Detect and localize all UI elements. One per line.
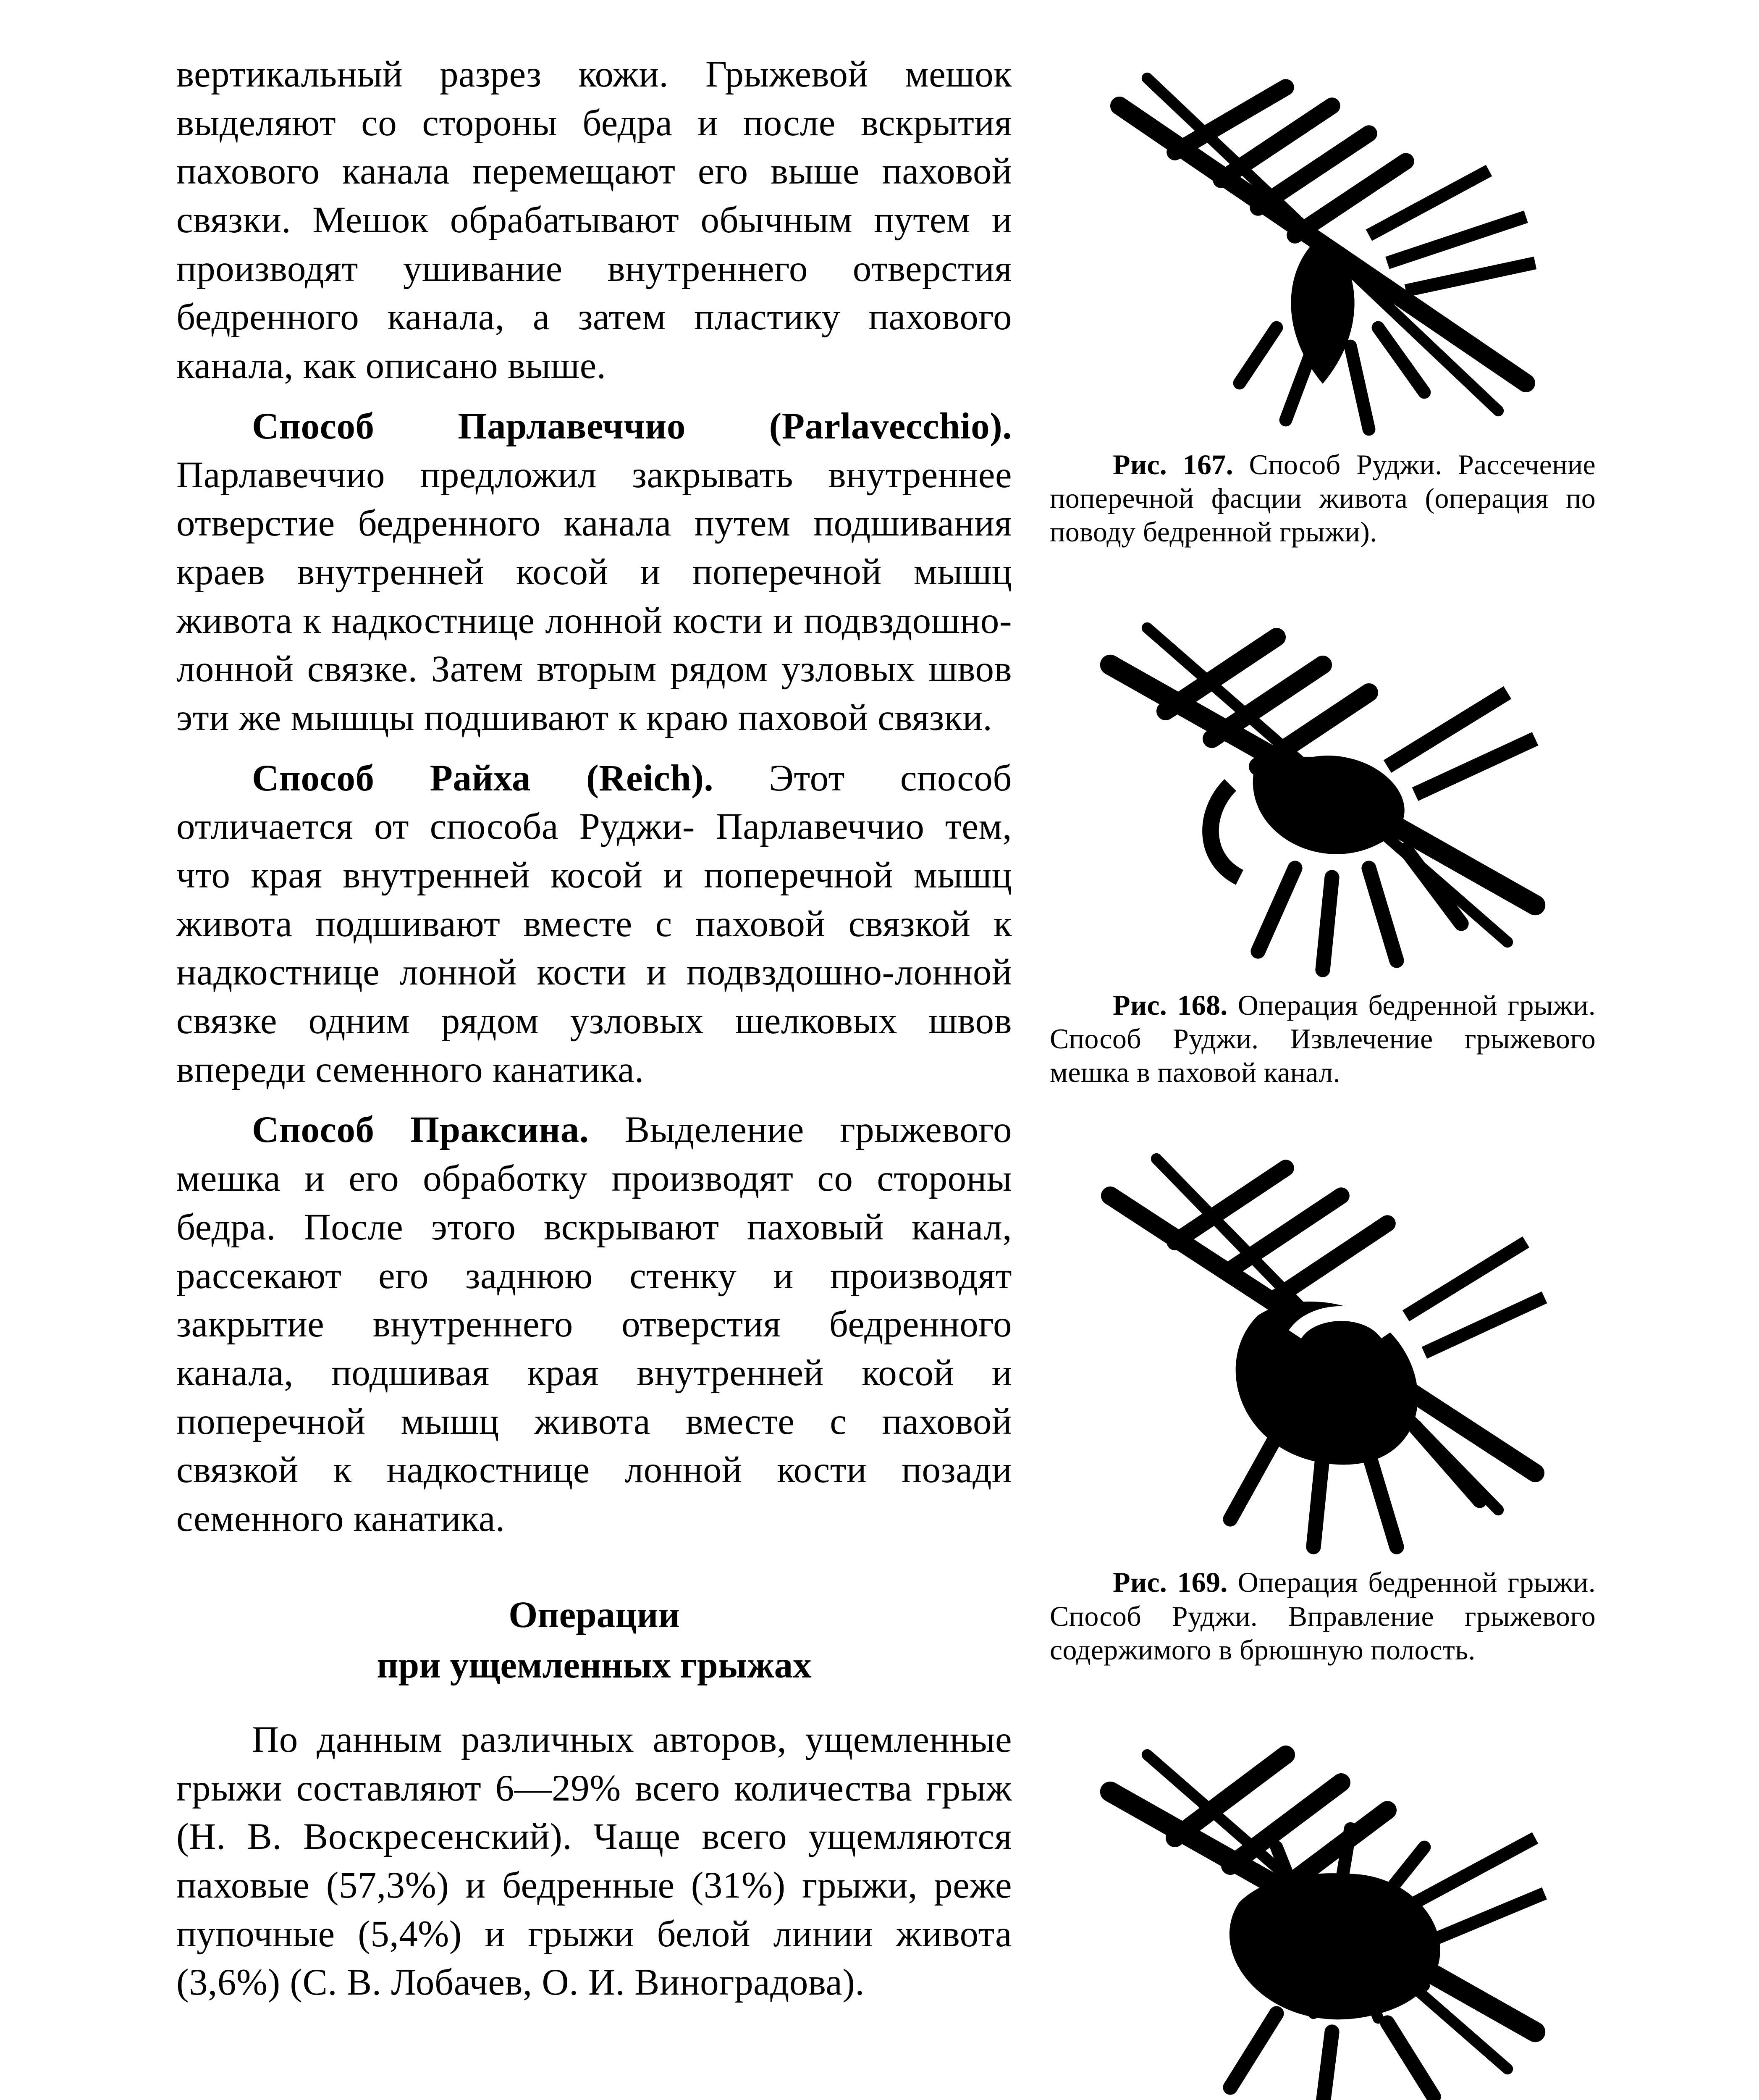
paragraph-continuation: вертикальный разрез кожи. Грыжевой мешок… — [176, 50, 1012, 391]
text-praksin: Выделение грыжевого мешка и его обработк… — [176, 1109, 1012, 1539]
section-title: Операции при ущемленных грыжах — [176, 1590, 1012, 1690]
section-title-line1: Операции — [176, 1590, 1012, 1640]
lead-reich: Способ Райха (Reich). — [252, 758, 713, 799]
figure-170-illustration — [1092, 1709, 1554, 2100]
figure-167-illustration — [1092, 50, 1554, 438]
paragraph-parlavecchio: Способ Парлавеччио (Parlavecchio). Парла… — [176, 402, 1012, 743]
caption-169: Рис. 169. Операция бедренной грыжи. Спос… — [1050, 1565, 1596, 1667]
caption-167-label: Рис. 167. — [1113, 449, 1233, 480]
text-reich: Этот способ отличается от способа Руджи-… — [176, 758, 1012, 1090]
figure-170: Рис. 170. Операция бедренной грыжи. Спос… — [1050, 1709, 1596, 2100]
paragraph-praksin: Способ Праксина. Выделение грыжевого меш… — [176, 1106, 1012, 1543]
columns: вертикальный разрез кожи. Грыжевой мешок… — [176, 50, 1599, 2100]
paragraph-reich: Способ Райха (Reich). Этот способ отлича… — [176, 754, 1012, 1095]
figure-168-illustration — [1092, 591, 1554, 979]
caption-167: Рис. 167. Способ Руджи. Рассе­чение попе… — [1050, 448, 1596, 549]
text-parlavecchio: Парлавеччио предложил закрывать внутренн… — [176, 454, 1012, 738]
figure-167: Рис. 167. Способ Руджи. Рассе­чение попе… — [1050, 50, 1596, 574]
paragraph-stats: По данным различных авторов, ущемленные … — [176, 1716, 1012, 2007]
page: вертикальный разрез кожи. Грыжевой мешок… — [0, 0, 1759, 2100]
caption-168: Рис. 168. Операция бедренной грыжи. Спос… — [1050, 988, 1596, 1089]
figure-168: Рис. 168. Операция бедренной грыжи. Спос… — [1050, 591, 1596, 1115]
caption-168-label: Рис. 168. — [1113, 989, 1228, 1021]
lead-praksin: Способ Праксина. — [252, 1109, 589, 1150]
figure-169-illustration — [1092, 1131, 1554, 1556]
lead-parlavecchio: Способ Парлавеччио (Parlavecchio). — [252, 406, 1012, 447]
right-column: Рис. 167. Способ Руджи. Рассе­чение попе… — [1050, 50, 1596, 2100]
caption-169-label: Рис. 169. — [1113, 1566, 1228, 1598]
figure-169: Рис. 169. Операция бедренной грыжи. Спос… — [1050, 1131, 1596, 1692]
left-column: вертикальный разрез кожи. Грыжевой мешок… — [176, 50, 1012, 2100]
section-title-line2: при ущемленных грыжах — [176, 1640, 1012, 1690]
